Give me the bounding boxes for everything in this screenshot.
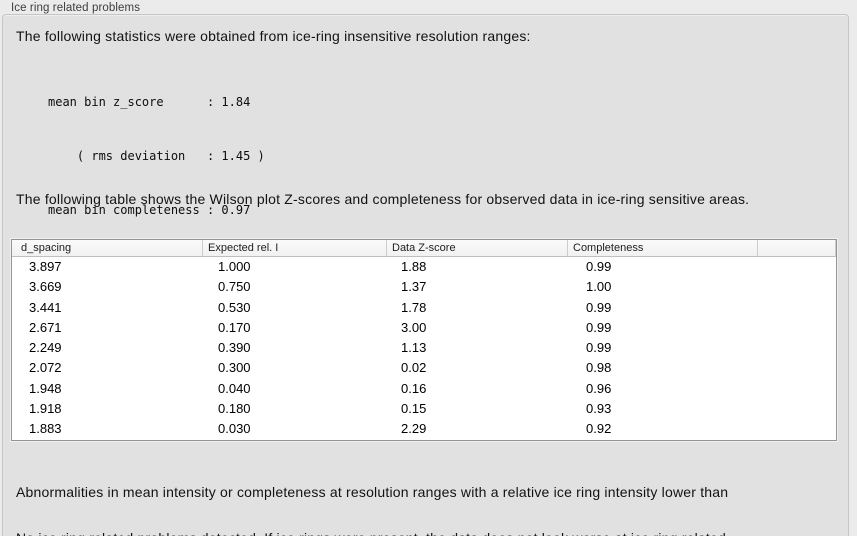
table-row[interactable]: 1.918 0.180 0.15 0.93 <box>12 399 836 419</box>
table-cell: 0.530 <box>218 299 251 315</box>
table-cell: 0.180 <box>218 401 251 417</box>
notes-text: Abnormalities in mean intensity or compl… <box>16 446 728 536</box>
column-header-spacer[interactable] <box>758 240 836 256</box>
table-row[interactable]: 1.883 0.030 2.29 0.92 <box>12 419 836 439</box>
table-row[interactable]: 1.948 0.040 0.16 0.96 <box>12 379 836 399</box>
table-row[interactable]: 3.669 0.750 1.37 1.00 <box>12 277 836 297</box>
table-row[interactable]: 2.072 0.300 0.02 0.98 <box>12 358 836 378</box>
conclusion-line: No ice ring related problems detected. I… <box>16 529 726 536</box>
table-body: 3.897 1.000 1.88 0.99 3.669 0.750 1.37 1.00 3.44… <box>12 257 836 440</box>
intro-text: The following statistics were obtained f… <box>16 28 531 44</box>
table-cell: 0.99 <box>586 340 612 356</box>
table-cell: 0.99 <box>586 259 612 274</box>
table-row[interactable]: 2.671 0.170 3.00 0.99 <box>12 318 836 338</box>
table-cell: 1.000 <box>218 259 251 274</box>
table-cell: 0.040 <box>218 380 251 396</box>
table-cell: 0.15 <box>401 401 427 417</box>
table-cell: 1.948 <box>29 380 62 396</box>
table-cell: 2.671 <box>29 319 62 335</box>
stats-line: ( rms deviation : 1.45 ) <box>48 149 265 163</box>
table-cell: 1.13 <box>401 340 427 356</box>
table-cell: 3.669 <box>29 279 62 295</box>
table-cell: 0.170 <box>218 319 251 335</box>
column-header-completeness[interactable]: Completeness <box>568 240 758 256</box>
table-cell: 1.883 <box>29 421 62 437</box>
table-cell: 0.030 <box>218 421 251 437</box>
table-cell: 1.918 <box>29 401 62 417</box>
table-cell: 0.300 <box>218 360 251 376</box>
table-cell: 2.249 <box>29 340 62 356</box>
notes-line: Abnormalities in mean intensity or compl… <box>16 484 729 501</box>
table-cell: 0.750 <box>218 279 251 295</box>
table-cell: 0.96 <box>586 380 612 396</box>
table-cell: 1.88 <box>401 259 427 274</box>
table-cell: 1.78 <box>401 299 427 315</box>
table-row[interactable]: 2.249 0.390 1.13 0.99 <box>12 338 836 358</box>
table-cell: 2.072 <box>29 360 62 376</box>
table-cell: 1.37 <box>401 279 427 295</box>
ice-ring-table: d_spacing Expected rel. I Data Z-score C… <box>11 239 837 441</box>
table-cell: 3.00 <box>401 319 427 335</box>
table-cell: 1.00 <box>586 279 612 295</box>
table-cell: 0.92 <box>586 421 612 437</box>
table-cell: 0.99 <box>586 299 612 315</box>
table-cell: 0.98 <box>586 360 612 376</box>
table-cell: 0.93 <box>586 401 612 417</box>
table-cell: 0.16 <box>401 380 427 396</box>
conclusion-text: No ice ring related problems detected. I… <box>16 492 726 536</box>
column-header-d-spacing[interactable]: d_spacing <box>12 240 203 256</box>
section-title: Ice ring related problems <box>11 2 141 14</box>
table-cell: 0.02 <box>401 360 427 376</box>
table-cell: 0.99 <box>586 319 612 335</box>
description-line: The following table shows the Wilson plo… <box>16 191 750 208</box>
table-cell: 0.390 <box>218 340 251 356</box>
table-row[interactable]: 3.441 0.530 1.78 0.99 <box>12 298 836 318</box>
table-cell: 3.441 <box>29 299 62 315</box>
stats-line: mean bin z_score : 1.84 <box>48 95 251 109</box>
stats-line: mean bin completeness : 0.97 <box>48 203 251 217</box>
column-header-data-z-score[interactable]: Data Z-score <box>387 240 568 256</box>
column-header-expected-rel-i[interactable]: Expected rel. I <box>203 240 387 256</box>
table-cell: 3.897 <box>29 259 62 274</box>
table-header: d_spacing Expected rel. I Data Z-score C… <box>12 240 836 257</box>
table-cell: 2.29 <box>401 421 427 437</box>
table-row[interactable]: 3.897 1.000 1.88 0.99 <box>12 257 836 277</box>
